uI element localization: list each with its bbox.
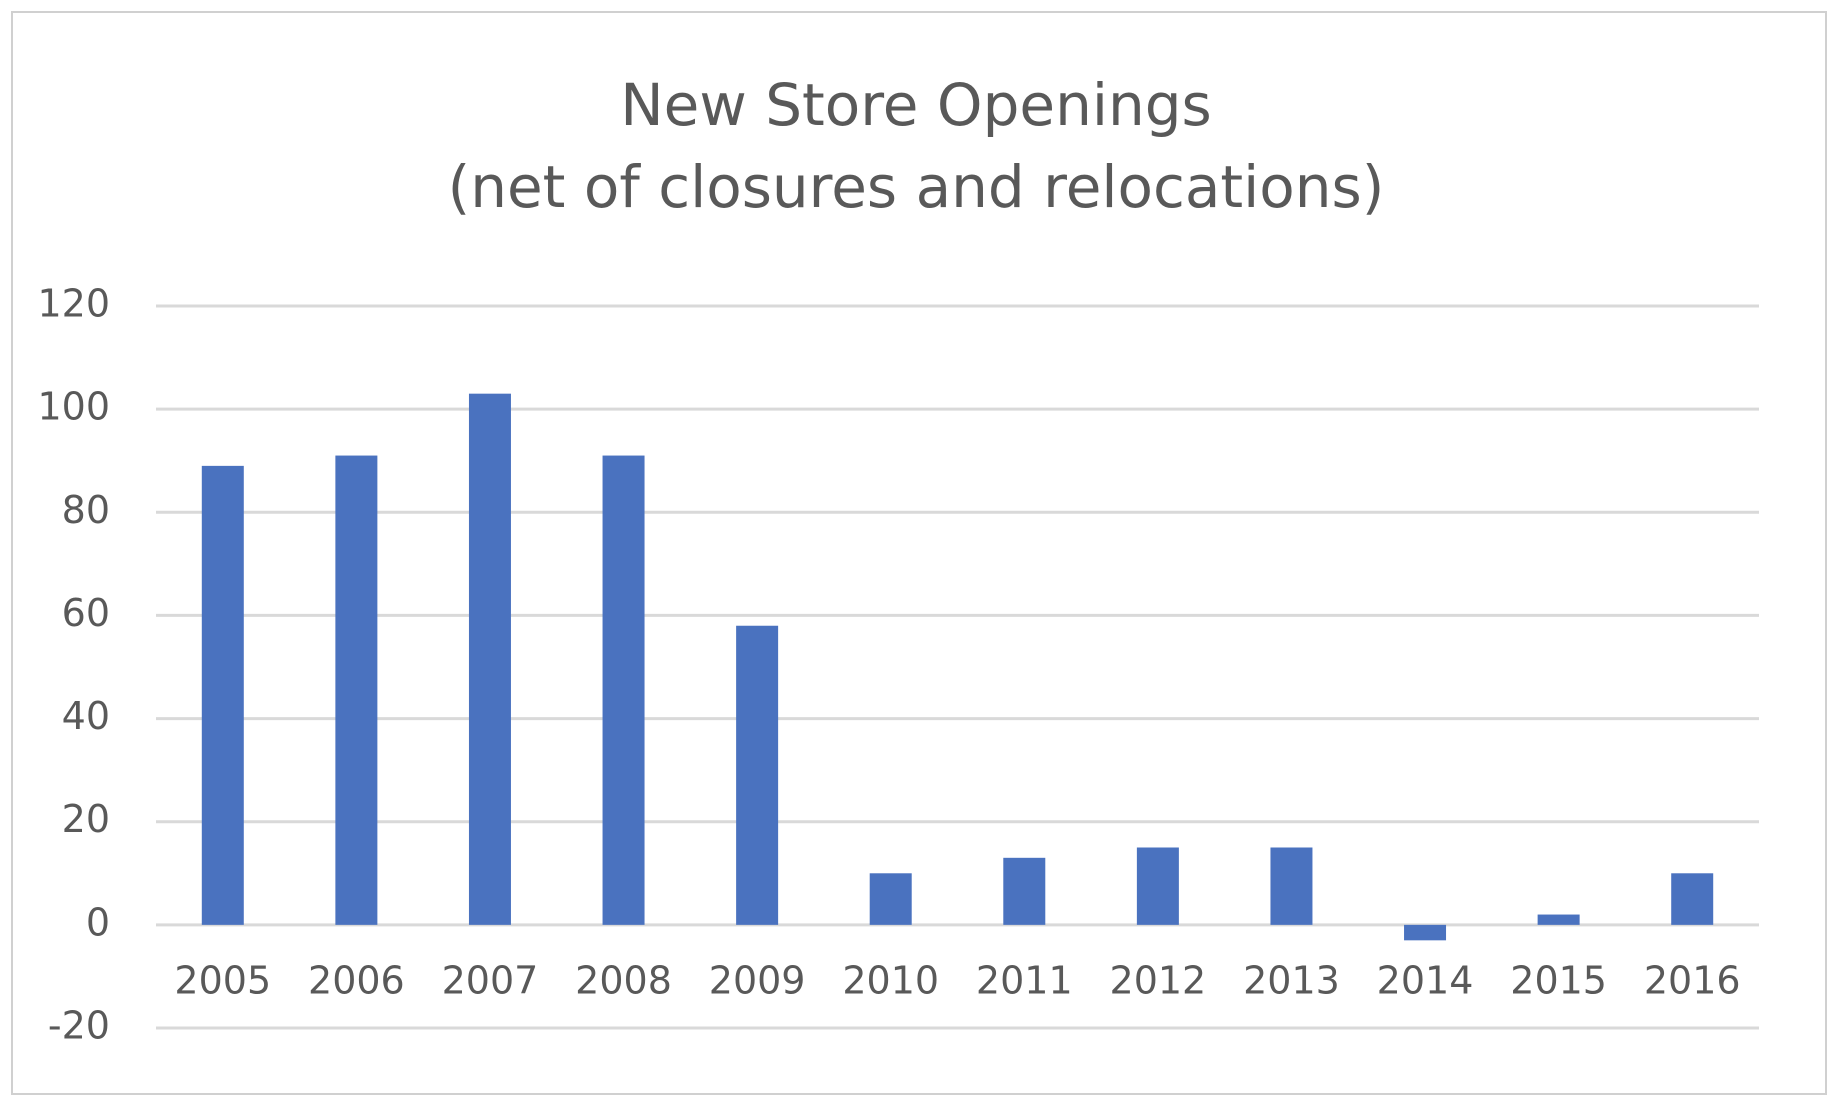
- bar: [468, 393, 511, 925]
- bar: [1136, 847, 1179, 925]
- x-tick-label: 2007: [442, 958, 539, 1002]
- x-tick-label: 2008: [575, 958, 672, 1002]
- chart-title: New Store Openings: [620, 71, 1212, 139]
- y-tick-label: 60: [62, 591, 110, 635]
- x-tick-label: 2006: [308, 958, 405, 1002]
- chart-subtitle: (net of closures and relocations): [448, 153, 1385, 221]
- bar: [1270, 847, 1313, 925]
- y-tick-label: 20: [62, 797, 110, 841]
- bar: [335, 455, 378, 925]
- x-tick-label: 2005: [174, 958, 271, 1002]
- bar: [602, 455, 645, 925]
- y-tick-label: -20: [48, 1004, 110, 1048]
- y-tick-label: 100: [37, 385, 110, 429]
- bar: [736, 625, 779, 925]
- y-tick-label: 40: [62, 694, 110, 738]
- y-tick-label: 0: [86, 900, 110, 944]
- x-tick-label: 2011: [976, 958, 1073, 1002]
- x-tick-label: 2013: [1243, 958, 1340, 1002]
- bar: [1003, 857, 1046, 925]
- bar: [1404, 924, 1447, 941]
- x-tick-label: 2015: [1510, 958, 1607, 1002]
- x-tick-label: 2014: [1377, 958, 1474, 1002]
- bar: [1537, 914, 1580, 925]
- y-tick-label: 120: [37, 282, 110, 326]
- x-tick-label: 2012: [1110, 958, 1207, 1002]
- x-tick-label: 2016: [1644, 958, 1741, 1002]
- x-tick-label: 2010: [842, 958, 939, 1002]
- x-tick-label: 2009: [709, 958, 806, 1002]
- y-tick-label: 80: [62, 488, 110, 532]
- chart-border: [11, 11, 1827, 1095]
- bar: [201, 465, 244, 925]
- bar: [1671, 873, 1714, 925]
- bar: [869, 873, 912, 925]
